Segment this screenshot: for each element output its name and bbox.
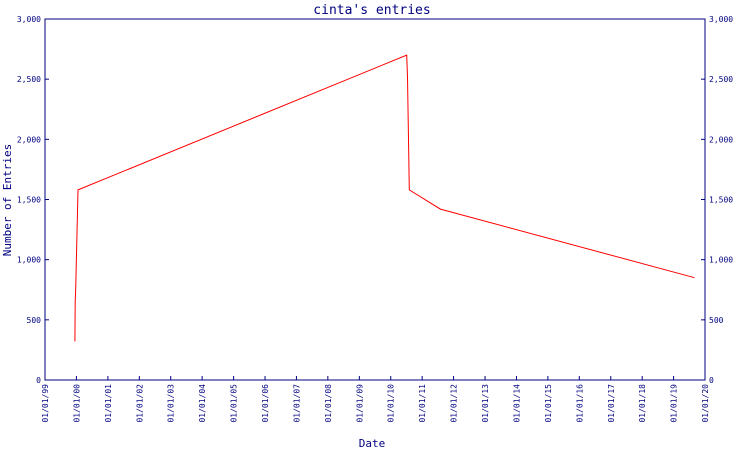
tick-marks	[44, 18, 706, 381]
x-tick-label: 01/01/11	[418, 384, 427, 423]
y-tick-label-right: 500	[709, 316, 724, 325]
x-tick-label: 01/01/09	[355, 384, 364, 423]
x-tick-label: 01/01/99	[41, 384, 50, 423]
x-tick-label: 01/01/06	[261, 384, 270, 423]
plot-frame	[44, 18, 706, 381]
x-tick-label: 01/01/08	[324, 384, 333, 423]
x-tick-label: 01/01/07	[292, 384, 301, 423]
x-tick-label: 01/01/20	[701, 384, 710, 423]
y-tick-label-left: 2,500	[17, 75, 41, 84]
y-tick-label-left: 1,500	[17, 196, 41, 205]
x-tick-label: 01/01/01	[104, 384, 113, 423]
x-tick-label: 01/01/16	[575, 384, 584, 423]
x-tick-label: 01/01/02	[135, 384, 144, 423]
x-tick-label: 01/01/05	[230, 384, 239, 423]
x-axis-label: Date	[359, 437, 386, 450]
x-tick-label: 01/01/10	[387, 384, 396, 423]
y-tick-label-right: 0	[709, 376, 714, 385]
x-tick-label: 01/01/19	[670, 384, 679, 423]
y-tick-label-right: 2,500	[709, 75, 733, 84]
x-tick-label: 01/01/12	[450, 384, 459, 423]
x-tick-label: 01/01/04	[198, 384, 207, 423]
y-tick-label-right: 1,500	[709, 196, 733, 205]
y-tick-label-left: 3,000	[17, 15, 41, 24]
y-tick-label-left: 1,000	[17, 256, 41, 265]
x-tick-label: 01/01/03	[167, 384, 176, 423]
x-tick-label: 01/01/17	[607, 384, 616, 423]
y-tick-label-left: 0	[36, 376, 41, 385]
x-tick-label: 01/01/15	[544, 384, 553, 423]
x-tick-label: 01/01/00	[72, 384, 81, 423]
y-tick-label-right: 2,000	[709, 135, 733, 144]
chart-title: cinta's entries	[313, 3, 430, 18]
axes	[44, 18, 706, 381]
series-line	[74, 54, 695, 342]
y-axis-label: Number of Entries	[1, 144, 14, 257]
x-tick-label: 01/01/13	[481, 384, 490, 423]
y-tick-label-right: 1,000	[709, 256, 733, 265]
y-tick-label-left: 2,000	[17, 135, 41, 144]
y-tick-label-right: 3,000	[709, 15, 733, 24]
x-tick-label: 01/01/18	[638, 384, 647, 423]
tick-labels: 0 0 500 500 1,000 1,000 1,500 1,500 2,000 2,000 2,…	[17, 15, 733, 423]
x-tick-label: 01/01/14	[512, 384, 521, 423]
series-layer	[74, 54, 695, 342]
y-tick-label-left: 500	[27, 316, 42, 325]
